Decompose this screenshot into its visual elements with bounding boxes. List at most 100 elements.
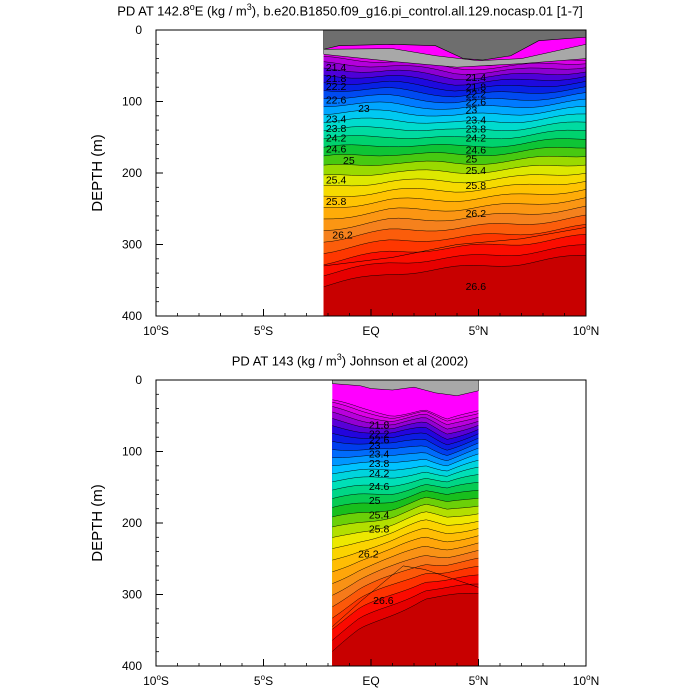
contour-label: 24.6 — [369, 481, 390, 493]
contour-line — [323, 147, 587, 157]
contour-line — [323, 181, 587, 197]
y-tick-label: 300 — [122, 238, 142, 252]
contour-line — [323, 255, 587, 288]
contour-line — [323, 138, 587, 148]
contour-label: 24.2 — [369, 468, 390, 480]
contour-label: 25 — [369, 495, 381, 507]
contour-label: 21.8 — [326, 73, 347, 85]
contour-label: 21.4 — [466, 72, 487, 84]
contour-label: 23.4 — [466, 114, 487, 126]
contour-line — [323, 214, 587, 243]
contour-line — [323, 129, 587, 140]
contour-label: 21.4 — [326, 62, 347, 74]
contour-line — [332, 425, 479, 440]
contour-line — [323, 61, 587, 75]
x-tick-label: 5oN — [469, 323, 489, 338]
contour-line — [332, 437, 479, 451]
contour-label: 23.8 — [369, 458, 390, 470]
contour-line — [323, 113, 587, 124]
y-tick-label: 200 — [122, 516, 142, 530]
contour-line — [332, 453, 479, 467]
contour-line — [323, 98, 587, 110]
contour-label: 23.4 — [326, 114, 347, 126]
contour-line — [323, 234, 587, 266]
x-tick-label: 5oS — [254, 323, 273, 338]
contour-line — [332, 459, 479, 475]
contour-line — [323, 105, 587, 117]
chart-title-bottom: PD AT 143 (kg / m3) Johnson et al (2002) — [231, 352, 469, 369]
contour-label: 23 — [358, 103, 370, 115]
contour-line — [332, 466, 479, 483]
contour-line — [332, 401, 479, 422]
contour-label: 23 — [369, 440, 381, 452]
chart-title-top: PD AT 142.8oE (kg / m3), b.e20.B1850.f09… — [117, 2, 583, 19]
contour-line — [332, 511, 479, 538]
contour-line — [332, 482, 479, 499]
contour-label: 25.8 — [369, 524, 390, 536]
contour-label: 22.2 — [369, 429, 390, 441]
contour-line — [332, 557, 479, 608]
contour-line — [332, 447, 479, 461]
x-tick-label: 10oS — [143, 323, 169, 338]
contour-line — [332, 542, 479, 584]
contour-label: 24.2 — [326, 132, 347, 144]
contour-line — [332, 442, 479, 456]
contour-label: 25.4 — [326, 174, 347, 186]
contour-label: 25.8 — [326, 196, 347, 208]
land-mask-light — [332, 379, 479, 396]
contour-line — [332, 489, 479, 508]
contour-line — [323, 172, 587, 187]
contour-label: 22.6 — [326, 94, 347, 106]
contour-line-deep — [323, 227, 587, 267]
contour-label: 26.2 — [358, 549, 379, 561]
contour-line — [323, 197, 587, 220]
contour-line — [323, 155, 587, 166]
contour-line — [323, 80, 587, 92]
contour-label: 21.8 — [466, 81, 487, 93]
contour-label: 25.4 — [369, 509, 390, 521]
y-tick-label: 100 — [122, 95, 142, 109]
contour-label: 21.8 — [369, 419, 390, 431]
y-tick-label: 300 — [122, 588, 142, 602]
contour-line — [332, 418, 479, 435]
y-tick-label: 0 — [135, 23, 142, 37]
contour-line — [332, 528, 479, 561]
contour-line-deep — [332, 565, 479, 627]
contour-line — [323, 224, 587, 254]
x-tick-label: 10oS — [143, 673, 169, 688]
contour-line — [323, 164, 587, 176]
contour-label: 22.2 — [326, 81, 347, 93]
x-tick-label: 5oS — [254, 673, 273, 688]
contour-label: 25.8 — [466, 180, 487, 192]
contour-label: 23.4 — [369, 449, 390, 461]
x-tick-label: 5oN — [469, 673, 489, 688]
contour-line — [323, 56, 587, 71]
y-axis-label: DEPTH (m) — [89, 134, 106, 212]
contour-line — [332, 574, 479, 630]
contour-label: 26.2 — [466, 208, 487, 220]
contour-fill-level — [323, 255, 586, 316]
contour-label: 25 — [466, 154, 478, 166]
contour-fill-level — [332, 593, 479, 666]
contour-fills — [323, 30, 586, 317]
y-tick-label: 100 — [122, 445, 142, 459]
y-tick-label: 0 — [135, 373, 142, 387]
contour-label: 22.6 — [466, 97, 487, 109]
y-tick-label: 400 — [122, 309, 142, 323]
contour-label: 26.6 — [466, 281, 487, 293]
contour-label: 22.2 — [466, 89, 487, 101]
contour-line — [332, 399, 479, 420]
x-tick-label: EQ — [362, 674, 379, 688]
y-tick-label: 200 — [122, 166, 142, 180]
contour-line — [332, 519, 479, 549]
x-tick-label: EQ — [362, 324, 379, 338]
contour-label: 25 — [343, 155, 355, 167]
contour-line — [323, 189, 587, 208]
y-tick-label: 400 — [122, 659, 142, 673]
contour-label: 26.2 — [332, 229, 353, 241]
contour-label: 25.4 — [466, 165, 487, 177]
contour-label: 24.6 — [466, 144, 487, 156]
contour-line — [323, 205, 587, 231]
